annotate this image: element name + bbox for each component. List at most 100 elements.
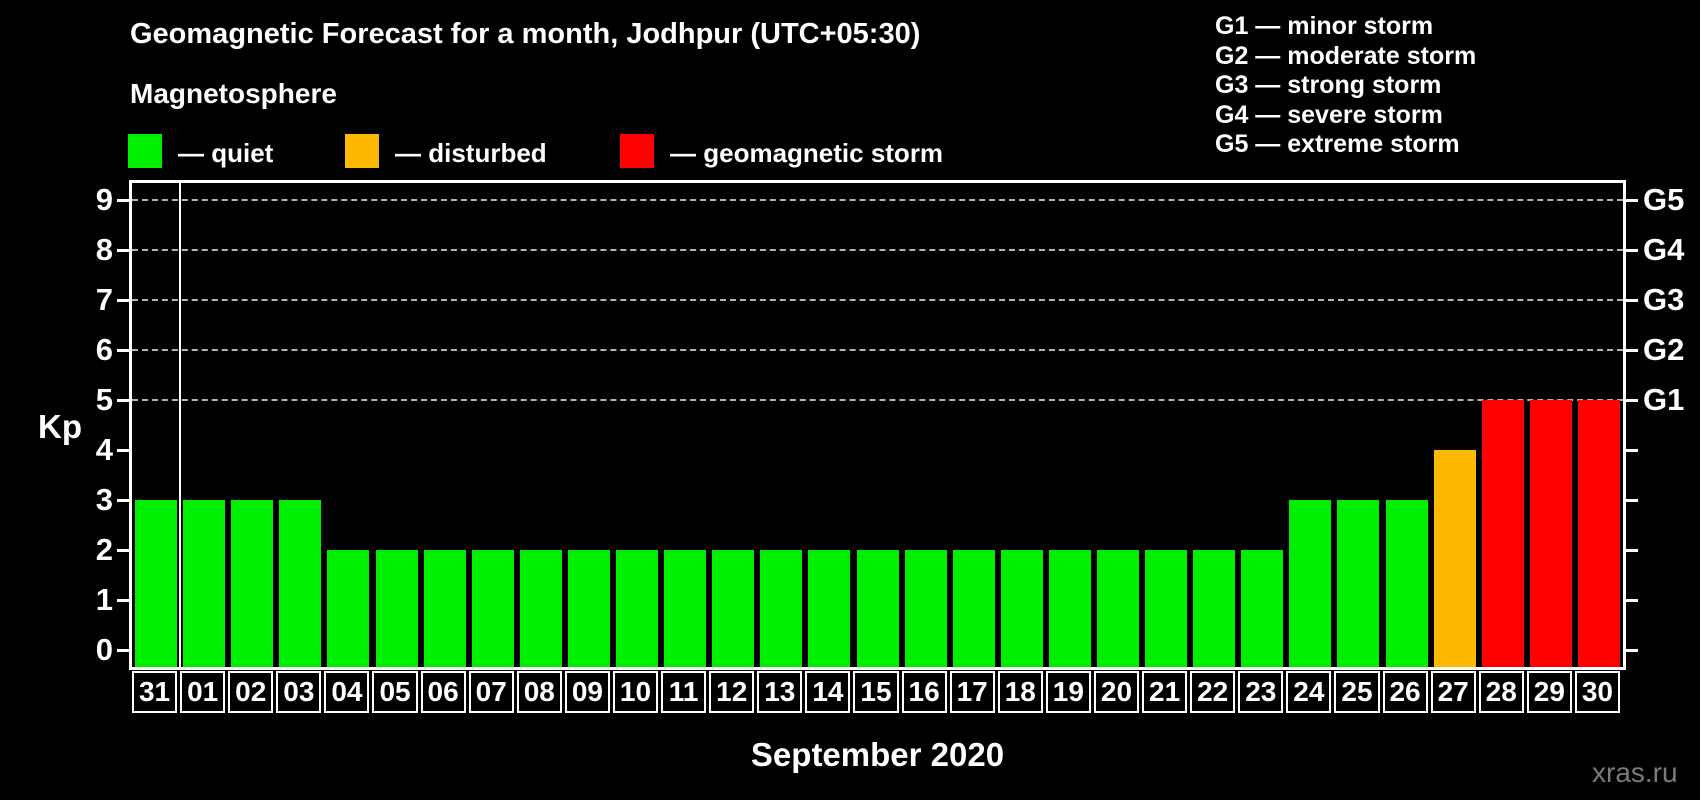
disturbed-legend-swatch	[345, 134, 379, 168]
day-label-cell: 25	[1334, 671, 1380, 713]
g-scale-legend-line: G3 — strong storm	[1215, 71, 1442, 99]
right-tick	[1625, 249, 1638, 252]
right-tick	[1625, 299, 1638, 302]
storm-legend-swatch	[620, 134, 654, 168]
day-label-cell: 29	[1526, 671, 1572, 713]
kp-bar	[1481, 400, 1524, 667]
left-tick	[117, 449, 130, 452]
day-label-cell: 03	[276, 671, 322, 713]
day-label-cell: 18	[997, 671, 1043, 713]
kp-bar	[567, 550, 610, 667]
day-label-cell: 26	[1382, 671, 1428, 713]
kp-bar	[135, 500, 178, 667]
day-label-cell: 31	[132, 671, 178, 713]
gridline	[132, 199, 1623, 201]
y-tick-label: 1	[95, 582, 113, 617]
day-label-cell: 11	[661, 671, 707, 713]
day-label-cell: 12	[709, 671, 755, 713]
kp-bar	[1337, 500, 1380, 667]
day-label-cell: 05	[372, 671, 418, 713]
g-scale-legend-line: G2 — moderate storm	[1215, 41, 1477, 70]
day-label-cell: 02	[228, 671, 274, 713]
x-axis-title: September 2020	[750, 736, 1005, 773]
disturbed-legend-label: — disturbed	[395, 138, 547, 168]
day-label-cell: 17	[949, 671, 995, 713]
kp-bar	[1048, 550, 1091, 667]
right-tick	[1625, 649, 1638, 652]
day-label-cell: 28	[1478, 671, 1524, 713]
left-tick	[117, 349, 130, 352]
kp-bar	[1241, 550, 1284, 667]
g-scale-legend-line: G4 — severe storm	[1215, 100, 1443, 129]
kp-bar	[1145, 550, 1188, 667]
kp-bar	[1433, 450, 1476, 667]
storm-legend-label: — geomagnetic storm	[670, 138, 944, 168]
y-tick-label: 8	[95, 232, 113, 267]
kp-bar	[856, 550, 899, 667]
y-tick-label: 6	[95, 332, 113, 367]
day-label-cell: 20	[1093, 671, 1140, 713]
kp-bar	[1193, 550, 1236, 667]
left-tick	[117, 249, 130, 252]
kp-bar	[1577, 400, 1620, 667]
gridline	[132, 399, 1623, 401]
kp-bar	[1529, 400, 1572, 667]
kp-bar	[231, 500, 274, 667]
day-label-cell: 14	[805, 671, 851, 713]
g-scale-legend-line: G5 — extreme storm	[1215, 130, 1460, 158]
kp-bar	[952, 550, 995, 667]
kp-bar	[1385, 500, 1428, 667]
legend-title: Magnetosphere	[130, 78, 337, 109]
left-tick	[117, 299, 130, 302]
day-label-cell: 19	[1045, 671, 1091, 713]
plot-area	[132, 183, 1623, 667]
right-tick	[1625, 499, 1638, 502]
day-label-cell: 10	[612, 671, 659, 713]
day-label-cell: 15	[853, 671, 899, 713]
left-tick	[117, 549, 130, 552]
right-tick	[1625, 349, 1638, 352]
gridline	[132, 249, 1623, 251]
y-axis-title: Kp	[38, 408, 82, 445]
right-tick	[1625, 599, 1638, 602]
day-label-cell: 30	[1574, 671, 1620, 713]
day-label-cell: 01	[180, 671, 226, 713]
y-tick-label: 3	[95, 482, 113, 517]
left-tick	[117, 199, 130, 202]
right-tick	[1625, 399, 1638, 402]
day-label-cell: 27	[1430, 671, 1476, 713]
kp-bar	[1289, 500, 1332, 667]
gridline	[132, 349, 1623, 351]
quiet-legend-swatch	[128, 134, 162, 168]
kp-bar	[1096, 550, 1139, 667]
g-axis-label: G2	[1643, 332, 1685, 367]
g-axis-label: G4	[1643, 232, 1685, 267]
kp-bar	[183, 500, 226, 667]
g-axis-label: G1	[1643, 382, 1685, 417]
g-scale-legend-line: G1 — minor storm	[1215, 12, 1434, 40]
kp-bar	[664, 550, 707, 667]
day-label-cell: 13	[757, 671, 803, 713]
kp-bar	[760, 550, 803, 667]
kp-bar	[519, 550, 562, 667]
kp-bar	[712, 550, 755, 667]
right-tick	[1625, 199, 1638, 202]
y-tick-label: 7	[95, 282, 113, 317]
chart-title: Geomagnetic Forecast for a month, Jodhpu…	[130, 18, 921, 50]
day-label-cell: 24	[1286, 671, 1332, 713]
day-label-cell: 08	[516, 671, 562, 713]
month-separator-line	[179, 183, 182, 667]
y-tick-label: 4	[95, 432, 113, 467]
g-axis-label: G5	[1643, 182, 1685, 217]
day-label-cell: 04	[324, 671, 370, 713]
kp-bar	[808, 550, 851, 667]
day-label-cell: 21	[1142, 671, 1188, 713]
left-tick	[117, 599, 130, 602]
day-label-cell: 16	[901, 671, 947, 713]
gridline	[132, 299, 1623, 301]
day-label-cell: 23	[1238, 671, 1284, 713]
day-label-cell: 09	[564, 671, 610, 713]
y-tick-label: 2	[95, 532, 113, 567]
left-tick	[117, 649, 130, 652]
